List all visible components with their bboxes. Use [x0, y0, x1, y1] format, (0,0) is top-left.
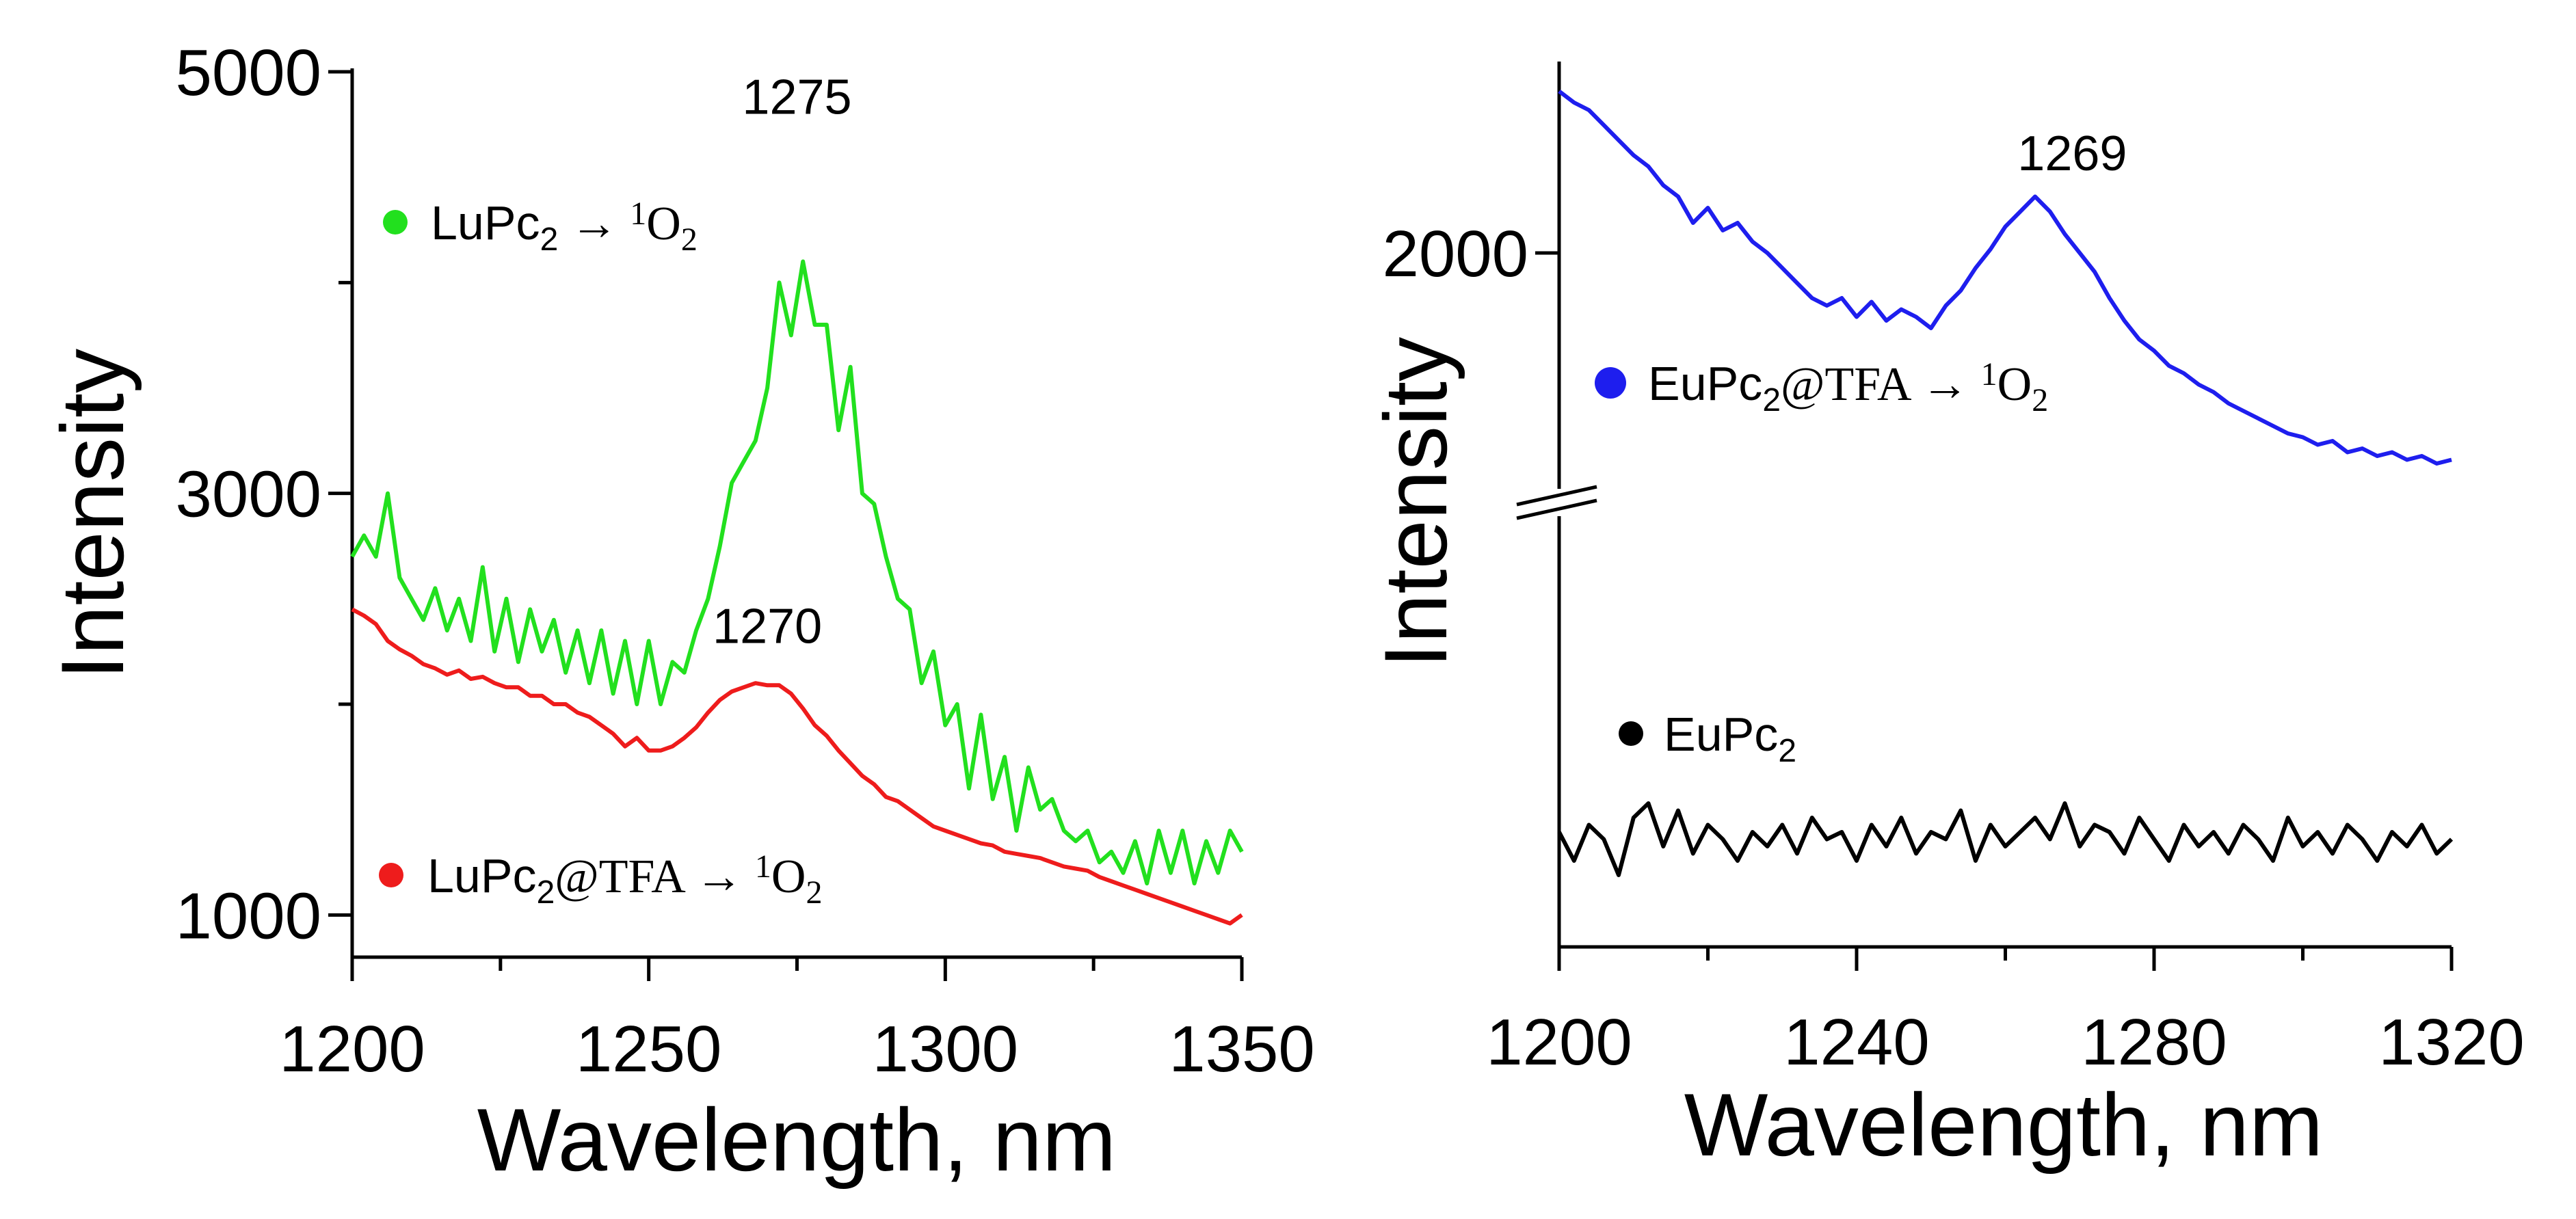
- series-line-2: [351, 607, 1243, 926]
- peak-label: 1270: [713, 600, 822, 654]
- peak-label: 1275: [742, 70, 851, 125]
- y-axis-label: Intensity: [42, 349, 142, 680]
- x-tick-label: 1200: [1486, 1006, 1632, 1079]
- chart-left: 1000 3000 5000 1200 1250 1300 1350 Wavelength, …: [42, 36, 1315, 1190]
- y-tick-label: 3000: [175, 458, 321, 531]
- axis-break-mark: [1516, 498, 1597, 520]
- peak-label: 1269: [2017, 126, 2127, 181]
- legend-marker-1: [383, 210, 408, 235]
- y-axis-label: Intensity: [1366, 337, 1465, 668]
- chart-right: 2000 1200 1240 1280 1320 Wavelength, nm Intens…: [1366, 62, 2525, 1175]
- series-line-2: [1557, 801, 2454, 877]
- series-line-1: [350, 259, 1244, 886]
- axis-break-mark: [1516, 485, 1597, 507]
- x-tick-label: 1350: [1169, 1013, 1315, 1086]
- x-axis-label: Wavelength, nm: [477, 1090, 1117, 1190]
- y-tick-label: 1000: [175, 879, 321, 952]
- x-tick-label: 1240: [1783, 1006, 1930, 1079]
- legend-marker-1: [1595, 367, 1626, 399]
- x-tick-label: 1280: [2081, 1006, 2227, 1079]
- legend-marker-2: [379, 863, 403, 887]
- x-tick-label: 1320: [2378, 1006, 2525, 1079]
- legend-label-2: LuPc2@TFA → 1O2: [427, 848, 822, 911]
- y-tick-label: 2000: [1382, 217, 1528, 291]
- x-tick-label: 1250: [576, 1013, 722, 1086]
- legend-label-1: EuPc2@TFA → 1O2: [1648, 356, 2048, 418]
- series-line-1: [1558, 90, 2452, 466]
- x-tick-label: 1200: [279, 1013, 425, 1086]
- x-axis-label: Wavelength, nm: [1684, 1075, 2324, 1175]
- legend-label-1: LuPc2 → 1O2: [431, 196, 698, 258]
- x-tick-label: 1300: [873, 1013, 1019, 1086]
- y-tick-label: 5000: [175, 36, 321, 109]
- legend-label-2: EuPc2: [1664, 708, 1796, 769]
- legend-marker-2: [1619, 721, 1643, 746]
